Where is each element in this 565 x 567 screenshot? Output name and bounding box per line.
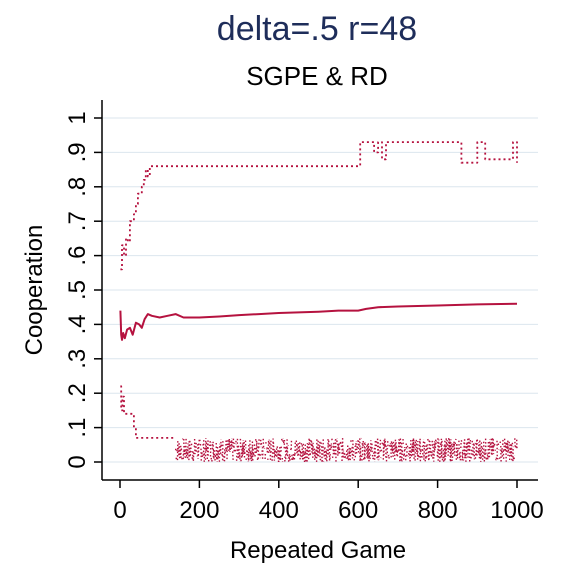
y-tick-label: .5 [64, 280, 91, 300]
y-tick-label: .6 [64, 246, 91, 266]
chart-title: delta=.5 r=48 [217, 10, 417, 48]
series-band-line [174, 437, 518, 463]
y-tick-label: .1 [64, 418, 91, 438]
gridlines [102, 117, 538, 463]
y-tick-label: .9 [64, 142, 91, 162]
x-tick-label: 1000 [490, 497, 543, 524]
x-tick-label: 0 [113, 497, 126, 524]
y-tick-label: .2 [64, 383, 91, 403]
y-tick-label: .3 [64, 349, 91, 369]
x-tick-label: 200 [179, 497, 219, 524]
x-axis-title: Repeated Game [230, 537, 406, 564]
y-tick-label: 1 [64, 111, 91, 124]
x-tick-label: 400 [259, 497, 299, 524]
y-tick-label: .4 [64, 314, 91, 334]
series-line-1 [119, 302, 518, 341]
y-tick-label: 0 [64, 455, 91, 468]
y-tick-label: .7 [64, 211, 91, 231]
series-line-2 [120, 141, 518, 271]
series-group [119, 141, 518, 463]
y-axis-title: Cooperation [21, 225, 48, 356]
chart-subtitle: SGPE & RD [246, 61, 388, 91]
y-tick-label: .8 [64, 177, 91, 197]
x-tick-label: 600 [338, 497, 378, 524]
series-line-3 [120, 385, 176, 439]
x-tick-label: 800 [418, 497, 458, 524]
tick-labels: 0 .1 .2 .3 .4 .5 .6 .7 .8 .9 1 0 200 400 600 800 1000 [64, 111, 544, 524]
axes [94, 100, 538, 488]
